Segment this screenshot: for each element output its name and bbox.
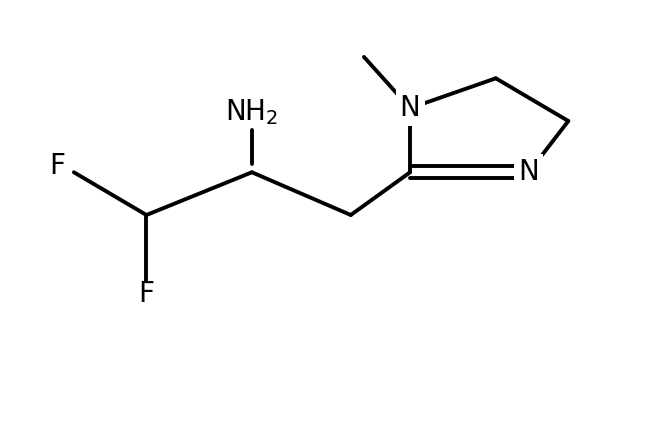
Text: N: N xyxy=(518,158,539,186)
Text: NH$_2$: NH$_2$ xyxy=(225,98,279,127)
Text: N: N xyxy=(400,94,420,122)
Text: F: F xyxy=(138,280,154,308)
Text: F: F xyxy=(50,152,66,180)
